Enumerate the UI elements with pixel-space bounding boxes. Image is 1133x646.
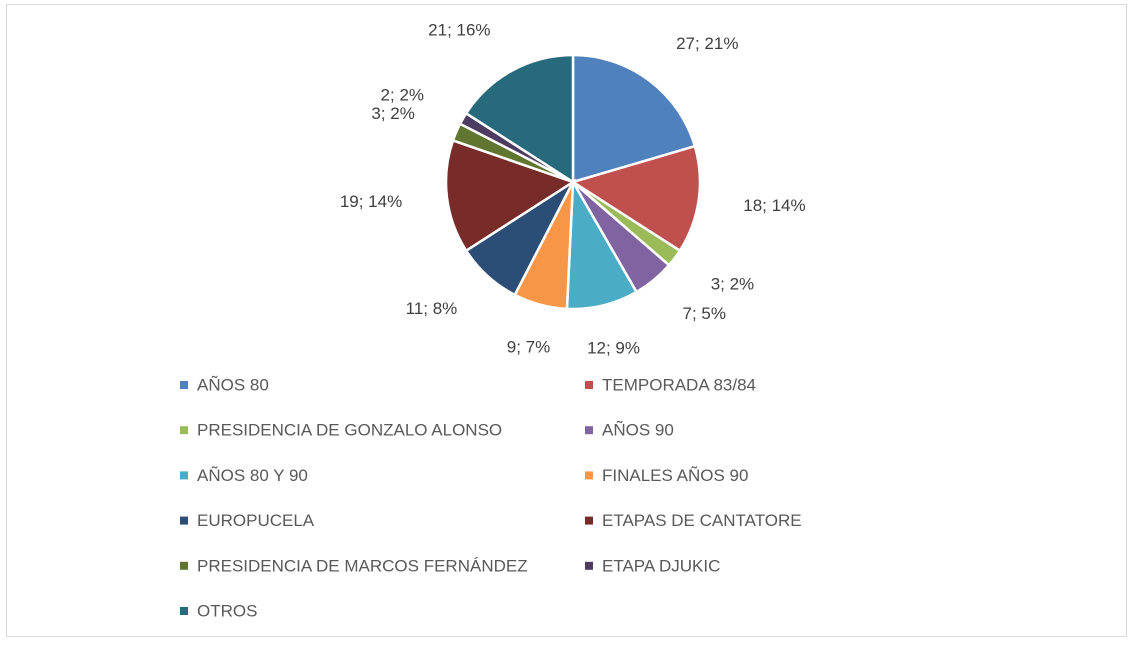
legend-swatch: [585, 561, 593, 570]
legend-swatch: [180, 471, 188, 480]
data-label: 19; 14%: [340, 192, 402, 211]
legend-label: PRESIDENCIA DE MARCOS FERNÁNDEZ: [197, 556, 528, 575]
legend-label: TEMPORADA 83/84: [602, 375, 756, 394]
pie-slice: [464, 53, 575, 185]
legend-label: AÑOS 90: [602, 421, 674, 440]
data-label: 12; 9%: [587, 339, 640, 358]
legend-label: FINALES AÑOS 90: [602, 466, 748, 485]
data-label: 7; 5%: [683, 304, 726, 323]
data-label: 3; 2%: [371, 104, 414, 123]
legend-label: EUROPUCELA: [197, 511, 315, 530]
legend-swatch: [180, 607, 188, 615]
data-label: 9; 7%: [507, 338, 550, 357]
legend-swatch: [180, 516, 188, 525]
legend-label: PRESIDENCIA DE GONZALO ALONSO: [197, 421, 502, 440]
legend-label: ETAPA DJUKIC: [602, 556, 720, 575]
legend-swatch: [585, 426, 593, 435]
data-label: 2; 2%: [381, 85, 424, 104]
pie-slice: [444, 138, 576, 253]
pie-slice: [571, 53, 697, 184]
pie-slice: [570, 144, 702, 253]
legend-label: AÑOS 80 Y 90: [197, 466, 308, 485]
legend-swatch: [180, 381, 188, 389]
data-label: 11; 8%: [406, 299, 458, 318]
data-label: 18; 14%: [743, 196, 805, 215]
legend-label: OTROS: [197, 601, 257, 620]
data-label: 3; 2%: [711, 275, 754, 294]
legend-label: ETAPAS DE CANTATORE: [602, 511, 802, 530]
legend-swatch: [180, 426, 188, 435]
legend-swatch: [180, 561, 188, 570]
legend-swatch: [585, 471, 593, 480]
legend-swatch: [585, 516, 593, 525]
legend-label: AÑOS 80: [197, 375, 269, 394]
data-label: 27; 21%: [676, 34, 738, 53]
legend-swatch: [585, 381, 593, 389]
data-label: 21; 16%: [428, 21, 490, 40]
